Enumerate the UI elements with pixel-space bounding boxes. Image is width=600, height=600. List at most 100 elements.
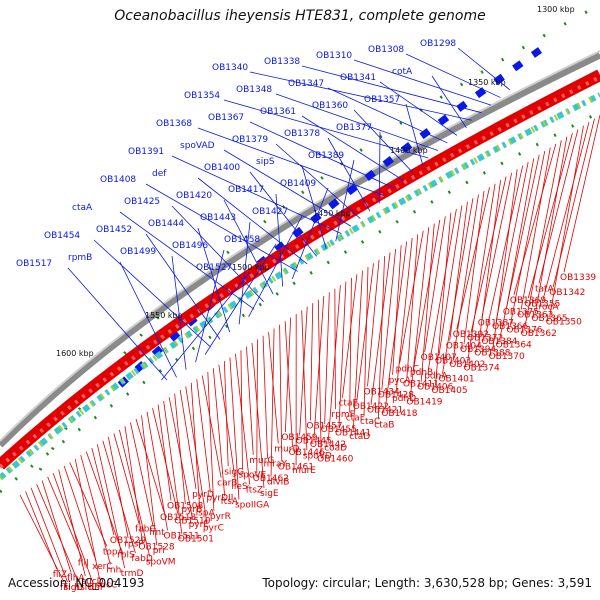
reverse-gene-leader [413,219,441,367]
forward-gene-leader [171,255,187,370]
reverse-gene-leader [107,437,129,539]
reverse-gene-label: murG [249,456,274,466]
reverse-gene-label: sigD [64,583,84,593]
forward-gene-label: OB1443 [200,213,236,223]
forward-gene-leader [291,187,329,280]
reverse-gene-leader [268,332,279,444]
reverse-gene-label: OB1372 [467,334,503,344]
forward-gene-leader [238,221,251,325]
reverse-gene-label: OB1403 [435,356,471,366]
reverse-gene-label: topA [103,547,125,557]
reverse-gene-label: OB1459 [281,433,317,443]
reverse-gene-leader [549,125,584,317]
reverse-gene-label: rplS [117,551,135,561]
reverse-gene-label: spoVE [238,471,266,481]
reverse-gene-label: OB1422 [353,402,389,412]
forward-gene-label: OB1389 [308,151,344,161]
reverse-gene-leader [284,321,293,447]
forward-gene-label: OB1361 [260,107,296,117]
reverse-gene-label: flhF [89,583,106,593]
reverse-gene-label: OB1342 [549,288,585,298]
reverse-gene-label: OB1442 [310,440,346,450]
reverse-gene-leader [313,295,325,439]
cog-color-band [0,92,600,481]
reverse-gene-leader [327,285,341,443]
reverse-gene-leader [246,346,254,455]
reverse-gene-label: OB1510 [174,516,210,526]
reverse-gene-label: rocA [538,303,559,313]
forward-gene-leader [379,81,458,136]
forward-gene-label: OB1368 [156,119,192,129]
reverse-gene-label: OB1434 [364,387,400,397]
reverse-gene-label: OB1411 [403,379,439,389]
reverse-gene-leader [58,469,86,577]
forward-gene-leader [405,103,424,166]
kbp-tick-label: 1400 kbp [390,146,428,155]
reverse-gene-label: OB1405 [431,386,467,396]
reverse-gene-leader [25,491,58,570]
reverse-gene-leader [409,227,430,397]
reverse-gene-leader [113,433,140,524]
reverse-gene-leader [438,205,463,356]
forward-gene-label: OB1454 [44,231,80,241]
reverse-gene-leader [452,194,479,359]
reverse-gene-label: OB1364 [496,340,532,350]
reverse-gene-label: OB1421 [367,406,403,416]
reverse-gene-label: ctaD [349,432,370,442]
forward-gene-leader [327,87,448,144]
forward-gene-leader [171,155,342,235]
reverse-gene-leader [334,288,336,410]
reverse-gene-leader [207,371,215,511]
reverse-gene-leader [395,238,413,394]
reverse-gene-leader [168,397,193,519]
reverse-gene-label: OB1394 [460,345,496,355]
forward-gene-leader [119,261,177,378]
reverse-gene-label: OB1365 [531,314,567,324]
reverse-gene-label: ctaC [360,417,380,427]
reverse-gene-label: OB1508 [167,502,203,512]
reverse-gene-leader [338,281,347,428]
reverse-gene-leader [563,114,600,273]
reverse-gene-leader [442,198,474,374]
forward-gene-leader [195,249,225,363]
reverse-gene-label: pyrE [189,520,210,530]
forward-gene-label: OB1452 [96,225,132,235]
reverse-gene-label: OB1441 [335,428,371,438]
reverse-gene-leader [506,158,535,307]
forward-gene-label: OB1400 [204,163,240,173]
reverse-gene-leader [262,335,268,459]
reverse-gene-label: OB1406 [417,383,453,393]
forward-gene-leader [145,183,298,272]
reverse-gene-label: OB1460 [317,455,353,465]
reverse-gene-leader [352,270,363,431]
forward-gene-leader [405,53,501,98]
forward-gene-leader [301,165,327,249]
kbp-tick-label: 1550 kbp [145,311,183,320]
reverse-gene-leader [235,353,251,485]
forward-gene-leader [378,131,381,204]
reverse-gene-leader [223,361,229,467]
reverse-gene-leader [141,415,158,546]
forward-gene-label: OB1310 [316,51,352,61]
forward-gene-label: OB1367 [208,113,244,123]
reverse-gene-label: pyrC [203,523,224,533]
reverse-gene-leader [399,230,424,364]
reverse-gene-leader [435,212,452,386]
reverse-gene-leader [179,389,197,490]
forward-gene-label: OB1298 [420,39,456,49]
reverse-gene-label: OB1370 [489,352,525,362]
reverse-gene-label: fliJ [78,559,89,569]
reverse-gene-label: OB1501 [178,535,214,545]
reverse-gene-label: spoVD [303,451,332,461]
reverse-gene-leader [509,151,546,325]
reverse-gene-leader [190,382,201,508]
forward-gene-label: OB1527 [196,263,232,273]
reverse-gene-label: coaD [324,443,347,453]
forward-gene-leader [275,93,439,151]
forward-gene-leader [197,177,308,265]
reverse-gene-label: ctaE [338,399,358,409]
reverse-gene-label: murE [292,466,316,476]
reverse-gene-label: sigE [260,489,279,499]
reverse-gene-label: sucC [96,580,118,590]
reverse-gene-label: OB1362 [521,329,557,339]
